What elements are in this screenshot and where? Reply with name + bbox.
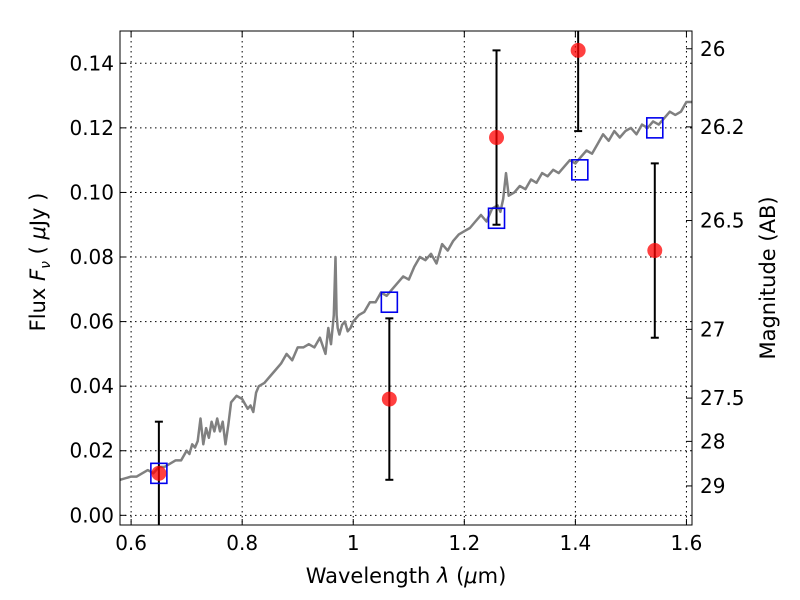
y-tick-label: 0.12 [69, 116, 114, 140]
synthetic-photometry-layer [150, 117, 664, 485]
observed-photometry-point [151, 465, 167, 481]
y2-tick-label: 26.2 [700, 115, 745, 139]
y-tick-label: 0.14 [69, 51, 114, 75]
observed-photometry-layer [151, 42, 663, 481]
y2-tick-label: 26 [700, 37, 725, 61]
observed-photometry-point [570, 42, 586, 58]
y2-tick-label: 27.5 [700, 386, 745, 410]
y-tick-label: 0.02 [69, 439, 114, 463]
axis-ticks [120, 31, 692, 525]
model-spectrum-line [119, 100, 692, 482]
x-tick-label: 1.2 [448, 531, 480, 555]
y2-tick-label: 29 [700, 474, 725, 498]
observed-photometry-point [489, 130, 505, 146]
synthetic-photometry-square [150, 462, 168, 485]
y2-tick-labels: 26 26.2 26.5 27 27.5 28 29 [700, 37, 745, 498]
synthetic-photometry-square [571, 159, 589, 181]
synthetic-photometry-square [645, 117, 664, 139]
grid-lines [120, 31, 692, 525]
x-tick-label: 0.6 [115, 531, 147, 555]
y-tick-labels: 0.00 0.02 0.04 0.06 0.08 0.10 0.12 0.14 [69, 51, 114, 527]
model-spectrum-layer [119, 100, 692, 482]
plot-frame [119, 30, 693, 526]
observed-photometry-point [381, 391, 397, 407]
x-tick-label: 0.8 [226, 531, 258, 555]
synthetic-photometry-square [380, 291, 399, 314]
x-tick-labels: 0.6 0.8 1 1.2 1.4 1.6 [115, 531, 702, 555]
y-axis-label: Flux Fν ( μJy ) [26, 193, 54, 332]
synthetic-photometry-square [487, 207, 506, 230]
y2-tick-label: 26.5 [700, 209, 745, 233]
x-axis-label: Wavelength λ (μm) [306, 564, 507, 588]
x-tick-label: 1.4 [559, 531, 591, 555]
x-tick-label: 1 [347, 531, 360, 555]
x-tick-label: 1.6 [671, 531, 703, 555]
y-tick-label: 0.06 [69, 310, 114, 334]
observed-photometry-point [647, 243, 663, 259]
y-tick-label: 0.10 [69, 180, 114, 204]
y2-tick-label: 28 [700, 429, 725, 453]
y-tick-label: 0.00 [69, 503, 114, 527]
y2-axis-label: Magnitude (AB) [756, 196, 780, 359]
y-tick-label: 0.04 [69, 374, 114, 398]
y2-tick-label: 27 [700, 317, 725, 341]
y-tick-label: 0.08 [69, 245, 114, 269]
